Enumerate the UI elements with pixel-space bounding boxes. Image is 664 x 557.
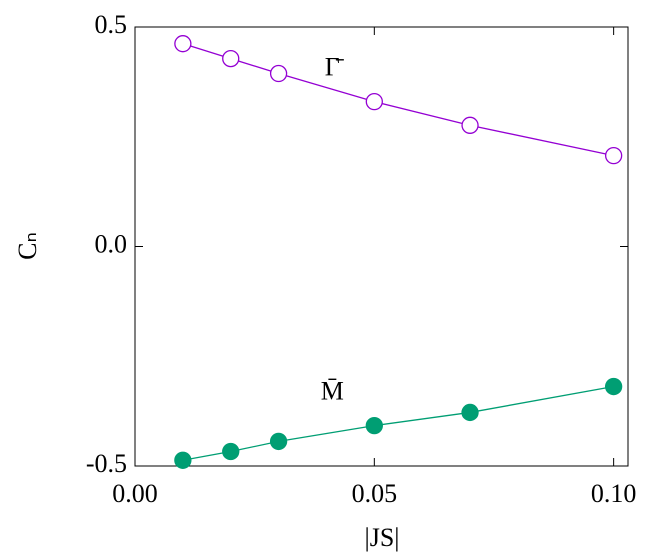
data-point — [269, 64, 288, 83]
data-point — [269, 432, 288, 451]
series-line — [182, 43, 614, 157]
x-axis-label: |JS| — [365, 523, 400, 552]
data-point — [604, 146, 623, 165]
x-tick-label: 0.10 — [591, 479, 637, 508]
data-point — [461, 403, 479, 422]
series-label: M̄ — [321, 377, 344, 406]
x-tick-label: 0.00 — [112, 479, 158, 508]
series-line — [182, 385, 614, 461]
y-tick-label: 0.5 — [95, 10, 128, 39]
data-point — [365, 92, 383, 111]
data-point — [174, 451, 192, 469]
data-point — [222, 49, 240, 68]
data-point — [604, 377, 623, 396]
data-point — [222, 442, 240, 461]
data-point — [174, 35, 192, 53]
plot-frame — [134, 26, 629, 467]
y-tick-label: -0.5 — [86, 449, 127, 478]
x-tick-label: 0.05 — [352, 479, 398, 508]
data-point — [365, 416, 383, 435]
y-axis-label: Cₙ — [13, 232, 42, 260]
y-tick-label: 0.0 — [95, 229, 128, 258]
series-label: Γ̄ — [325, 53, 344, 82]
data-point — [461, 116, 479, 134]
